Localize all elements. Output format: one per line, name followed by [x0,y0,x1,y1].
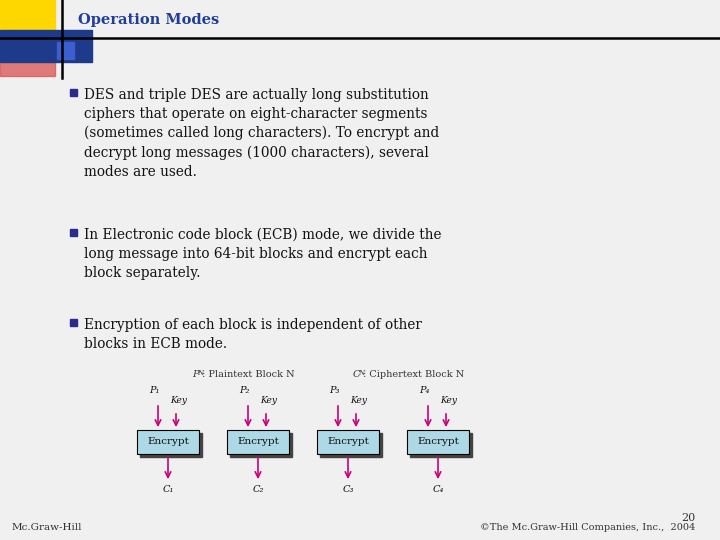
Bar [70,229,77,236]
Text: Encryption of each block is independent of other
blocks in ECB mode.: Encryption of each block is independent … [84,318,422,351]
Text: DES and triple DES are actually long substitution
ciphers that operate on eight-: DES and triple DES are actually long sub… [84,88,439,179]
Bar [410,433,472,457]
Text: : Ciphertext Block N: : Ciphertext Block N [363,370,464,379]
Text: Mc.Graw-Hill: Mc.Graw-Hill [12,523,83,532]
Text: C₃: C₃ [342,485,354,494]
Text: C: C [353,370,361,379]
Text: : Plaintext Block N: : Plaintext Block N [202,370,294,379]
Text: Encrypt: Encrypt [417,437,459,447]
Text: Key: Key [350,396,367,405]
Text: Encrypt: Encrypt [327,437,369,447]
Text: ©The Mc.Graw-Hill Companies, Inc.,  2004: ©The Mc.Graw-Hill Companies, Inc., 2004 [480,523,695,532]
Text: C₄: C₄ [432,485,444,494]
Bar [70,89,77,96]
Text: Operation Modes: Operation Modes [78,13,220,27]
Text: C₂: C₂ [252,485,264,494]
Bar [407,430,469,454]
Bar [0,38,55,76]
Bar [0,30,92,62]
Text: N: N [358,369,364,377]
Text: Key: Key [260,396,277,405]
Text: 20: 20 [680,513,695,523]
Text: C₁: C₁ [162,485,174,494]
Text: P₄: P₄ [419,386,429,395]
Text: P₁: P₁ [149,386,159,395]
Bar [0,0,55,38]
Text: P: P [192,370,199,379]
Bar [317,430,379,454]
Text: P₂: P₂ [239,386,249,395]
Text: Encrypt: Encrypt [237,437,279,447]
Bar [320,433,382,457]
Text: P₃: P₃ [329,386,339,395]
Text: Encrypt: Encrypt [147,437,189,447]
Bar [57,42,74,59]
Text: N: N [197,369,203,377]
Text: Key: Key [440,396,457,405]
Bar [140,433,202,457]
Bar [70,319,77,326]
Text: Key: Key [170,396,187,405]
Bar [227,430,289,454]
Bar [137,430,199,454]
Text: In Electronic code block (ECB) mode, we divide the
long message into 64-bit bloc: In Electronic code block (ECB) mode, we … [84,228,441,280]
Bar [230,433,292,457]
